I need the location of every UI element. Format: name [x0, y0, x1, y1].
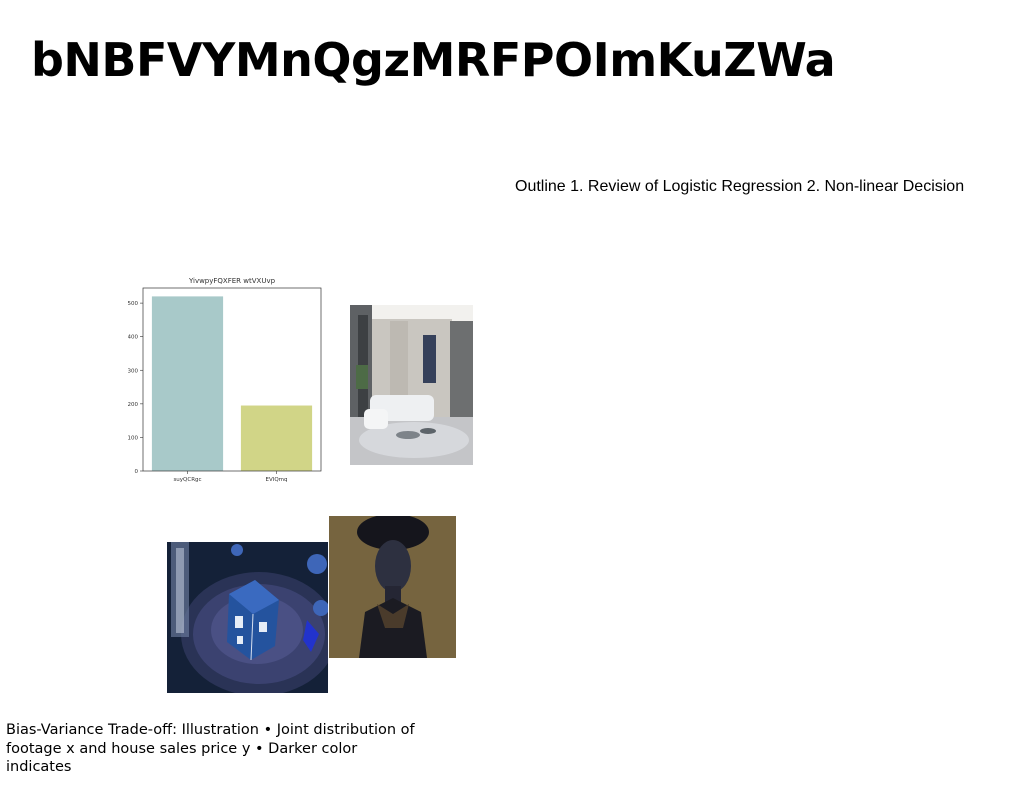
- portrait-photo: [329, 516, 456, 658]
- slide-title: bNBFVYMnQgzMRFPOImKuZWa: [31, 33, 836, 87]
- bar-EVIQmq: [240, 405, 313, 471]
- y-tick-label: 200: [128, 402, 138, 408]
- x-tick-label: EVIQmq: [265, 477, 287, 483]
- bar-chart-svg: YivwpyFQXFER wtVXUvp 0 100 200 300 400 500 suyQ…: [128, 277, 322, 483]
- y-tick-label: 400: [128, 335, 138, 341]
- living-room-photo: [350, 305, 473, 465]
- chart-title: YivwpyFQXFER wtVXUvp: [188, 277, 276, 285]
- caption-text: Bias-Variance Trade-off: Illustration • …: [6, 721, 426, 777]
- outline-text: Outline 1. Review of Logistic Regression…: [515, 178, 965, 195]
- caption-line-1: Bias-Variance Trade-off: Illustration • …: [6, 722, 415, 738]
- y-tick-label: 0: [135, 469, 139, 475]
- x-tick-label: suyQCRgc: [173, 477, 201, 483]
- y-tick-label: 100: [128, 435, 138, 441]
- caption-line-2: footage x and house sales price y • Dark…: [6, 740, 358, 776]
- y-tick-label: 500: [128, 301, 138, 307]
- gift-box-on-plate-photo: [167, 542, 328, 693]
- chart-frame: [142, 287, 322, 472]
- bar-suyQCRgc: [151, 296, 224, 471]
- bar-chart: YivwpyFQXFER wtVXUvp 0 100 200 300 400 500 suyQ…: [128, 274, 328, 486]
- y-tick-label: 300: [128, 368, 138, 374]
